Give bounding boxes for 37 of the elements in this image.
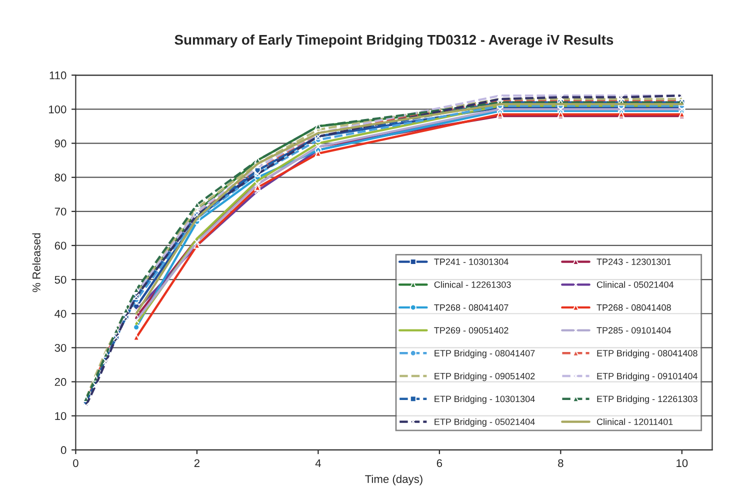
y-tick-label: 90 <box>54 140 66 148</box>
y-tick-label: 20 <box>54 378 66 386</box>
legend-label: TP241 - 10301304 <box>434 258 508 265</box>
y-tick-label: 80 <box>54 174 66 182</box>
x-tick-label: 4 <box>315 459 321 467</box>
y-tick-label: 110 <box>50 71 66 80</box>
legend-label: ETP Bridging - 08041408 <box>597 350 698 358</box>
x-tick-label: 0 <box>73 459 78 468</box>
legend-label: ETP Bridging - 08041407 <box>434 350 535 358</box>
legend-label: Clinical - 05021404 <box>596 281 674 288</box>
legend-label: Clinical - 12011401 <box>596 418 673 425</box>
x-tick-label: 6 <box>436 459 442 468</box>
x-tick-label: 10 <box>676 459 688 468</box>
legend-label: TP268 - 08041408 <box>596 304 671 311</box>
y-tick-label: 10 <box>55 412 66 420</box>
legend-label: ETP Bridging - 09051402 <box>434 372 535 382</box>
y-tick-label: 40 <box>54 310 66 318</box>
y-tick-label: 100 <box>48 105 66 114</box>
legend-label: ETP Bridging - 09101404 <box>597 372 698 382</box>
legend-label: ETP Bridging - 05021404 <box>434 418 535 427</box>
y-tick-label: 50 <box>54 276 66 284</box>
y-axis-title: % Released <box>32 233 40 292</box>
x-tick-label: 2 <box>194 459 200 467</box>
x-axis-title: Time (days) <box>365 474 422 486</box>
legend-label: TP269 - 09051402 <box>434 327 508 334</box>
y-tick-label: 0 <box>60 446 66 454</box>
y-tick-label: 30 <box>54 344 66 352</box>
legend-label: TP243 - 12301301 <box>596 258 671 265</box>
legend-label: ETP Bridging - 10301304 <box>434 396 535 404</box>
x-tick-label: 8 <box>558 459 564 468</box>
y-tick-label: 60 <box>54 242 66 250</box>
chart-title: Summary of Early Timepoint Bridging TD0312 - Average iV Results <box>174 34 614 48</box>
legend-label: TP268 - 08041407 <box>434 304 508 311</box>
legend-label: Clinical - 12261303 <box>434 281 511 288</box>
legend-label: TP285 - 09101404 <box>596 327 672 334</box>
y-tick-label: 70 <box>54 208 66 216</box>
legend-label: ETP Bridging - 12261303 <box>597 396 698 404</box>
